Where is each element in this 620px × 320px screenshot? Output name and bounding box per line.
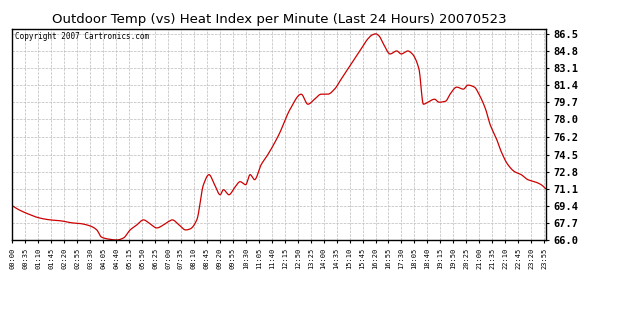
Text: Copyright 2007 Cartronics.com: Copyright 2007 Cartronics.com xyxy=(15,32,149,41)
Title: Outdoor Temp (vs) Heat Index per Minute (Last 24 Hours) 20070523: Outdoor Temp (vs) Heat Index per Minute … xyxy=(51,13,507,26)
